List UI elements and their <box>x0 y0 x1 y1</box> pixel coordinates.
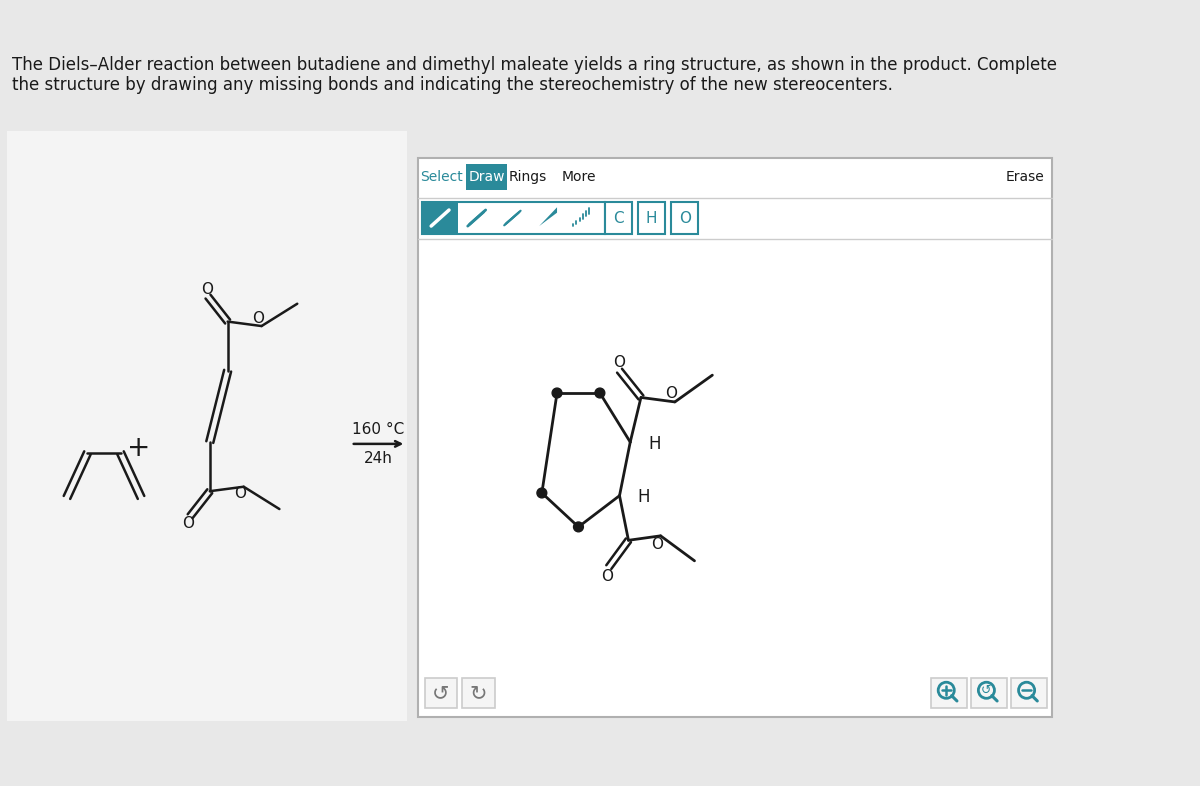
Bar <box>605 202 632 234</box>
Circle shape <box>595 388 605 398</box>
Circle shape <box>574 522 583 532</box>
Text: ↺: ↺ <box>982 684 991 696</box>
Text: The Diels–Alder reaction between butadiene and dimethyl maleate yields a ring st: The Diels–Alder reaction between butadie… <box>12 57 1057 75</box>
Bar <box>7 131 407 721</box>
Text: Draw: Draw <box>468 170 505 184</box>
Bar <box>671 202 698 234</box>
Text: the structure by drawing any missing bonds and indicating the stereochemistry of: the structure by drawing any missing bon… <box>12 76 893 94</box>
Text: O: O <box>601 568 613 583</box>
Bar <box>462 678 494 708</box>
Circle shape <box>552 388 562 398</box>
Text: H: H <box>646 211 658 226</box>
Bar <box>638 202 665 234</box>
Bar <box>971 678 1007 708</box>
Text: O: O <box>679 211 691 226</box>
Text: H: H <box>648 435 660 453</box>
Text: Select: Select <box>420 170 463 184</box>
Bar <box>466 163 508 190</box>
Text: ↺: ↺ <box>432 683 450 703</box>
Bar <box>1012 678 1048 708</box>
Text: O: O <box>252 311 264 326</box>
Text: Erase: Erase <box>1006 170 1044 184</box>
Bar <box>425 678 457 708</box>
Text: 24h: 24h <box>364 450 392 465</box>
Text: ↻: ↻ <box>469 683 487 703</box>
Circle shape <box>536 488 547 498</box>
Text: H: H <box>637 488 650 506</box>
Text: More: More <box>562 170 595 184</box>
Bar <box>931 678 967 708</box>
Text: O: O <box>202 282 214 297</box>
Text: O: O <box>665 387 677 402</box>
Bar <box>422 202 605 234</box>
Text: O: O <box>182 516 194 531</box>
Text: Rings: Rings <box>509 170 547 184</box>
Bar <box>418 158 1051 717</box>
Text: 160 °C: 160 °C <box>353 422 404 437</box>
Text: +: + <box>127 435 150 462</box>
Text: C: C <box>613 211 624 226</box>
Text: O: O <box>234 487 246 501</box>
Polygon shape <box>539 208 557 226</box>
Text: O: O <box>613 355 625 370</box>
Text: O: O <box>652 538 664 553</box>
Bar <box>422 202 458 234</box>
